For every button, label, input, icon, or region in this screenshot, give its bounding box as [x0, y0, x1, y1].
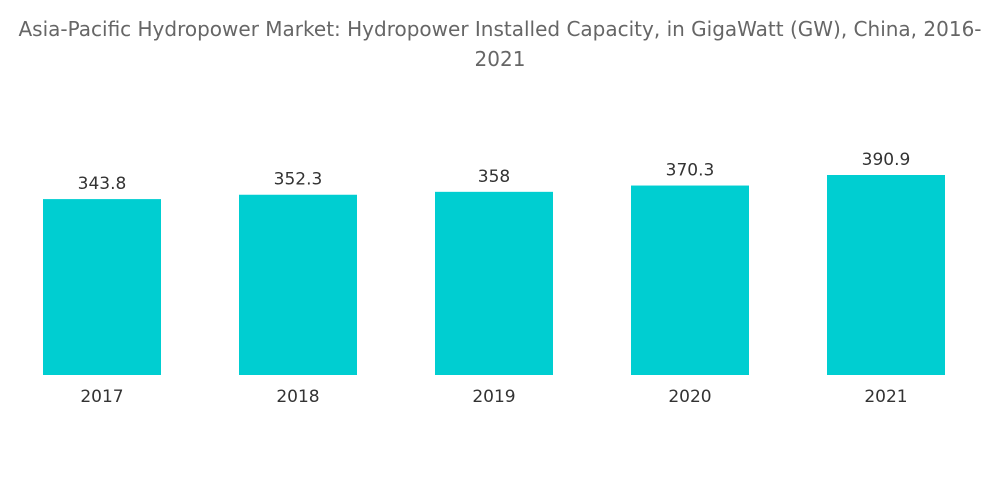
bar-2017: [43, 199, 161, 375]
value-label-2017: 343.8: [78, 174, 127, 194]
value-label-2021: 390.9: [862, 150, 911, 170]
chart-title: Asia-Pacific Hydropower Market: Hydropow…: [18, 17, 982, 71]
x-tick-label-2021: 2021: [864, 387, 907, 407]
bar-2021: [827, 175, 945, 375]
value-label-2019: 358: [478, 167, 510, 187]
x-axis-tick-labels: 2017 2018 2019 2020 2021: [80, 387, 907, 407]
x-tick-label-2018: 2018: [276, 387, 319, 407]
value-labels-group: 343.8 352.3 358 370.3 390.9: [78, 150, 911, 194]
x-tick-label-2017: 2017: [80, 387, 123, 407]
x-tick-label-2020: 2020: [668, 387, 711, 407]
bars-group: [43, 175, 945, 375]
x-tick-label-2019: 2019: [472, 387, 515, 407]
bar-2019: [435, 191, 553, 375]
value-label-2020: 370.3: [666, 161, 715, 181]
value-label-2018: 352.3: [274, 170, 323, 190]
bar-2018: [239, 194, 357, 375]
bar-2020: [631, 185, 749, 375]
